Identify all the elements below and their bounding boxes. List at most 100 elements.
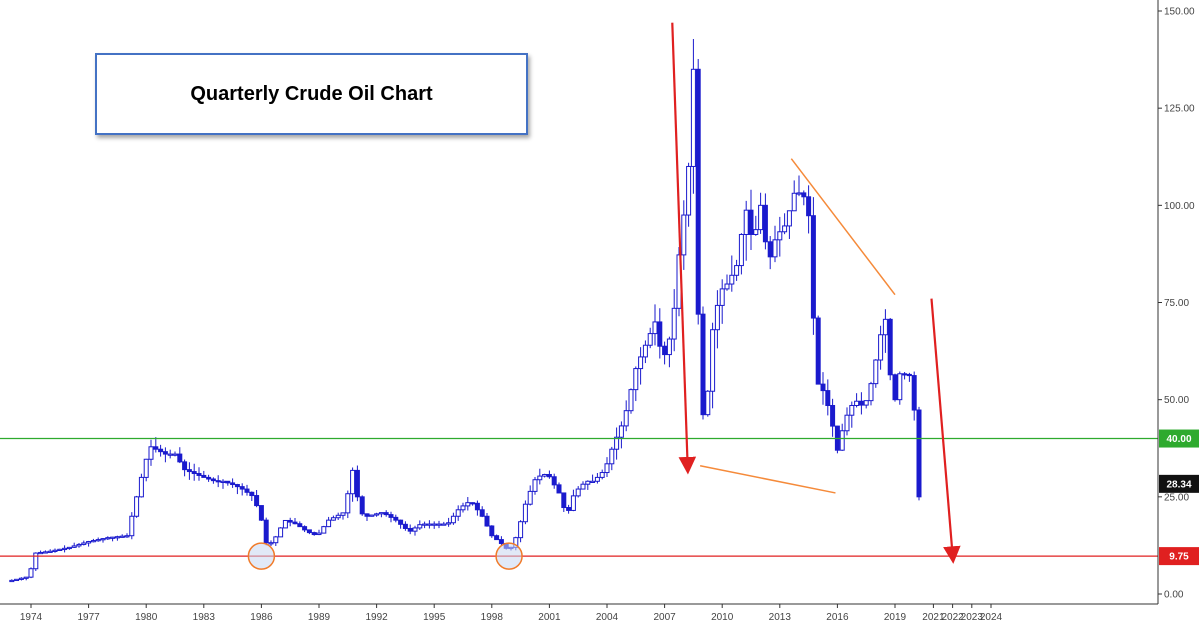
candle-body bbox=[167, 453, 173, 456]
candle-body bbox=[522, 503, 528, 523]
candle-body bbox=[436, 523, 442, 526]
candle-body bbox=[446, 522, 452, 525]
candle-body bbox=[426, 523, 432, 526]
candle-body bbox=[498, 539, 504, 544]
candle-body bbox=[830, 404, 836, 427]
candle-body bbox=[441, 523, 447, 526]
candle-body bbox=[278, 527, 284, 538]
candle-body bbox=[666, 338, 672, 356]
candle-body bbox=[796, 192, 802, 195]
candle-body bbox=[465, 502, 471, 507]
candle-body bbox=[614, 436, 620, 450]
x-tick-label: 2024 bbox=[980, 612, 1003, 623]
candle-body bbox=[652, 321, 658, 335]
y-tick-label: 125.00 bbox=[1164, 104, 1195, 115]
trend-line bbox=[790, 158, 896, 296]
candle-body bbox=[302, 526, 308, 531]
candle-body bbox=[393, 516, 399, 521]
candle-body bbox=[714, 304, 720, 331]
candle-body bbox=[858, 400, 864, 406]
candle-body bbox=[460, 505, 466, 511]
candle-body bbox=[777, 231, 783, 241]
candle-body bbox=[354, 469, 360, 498]
x-tick-label: 1983 bbox=[193, 612, 216, 623]
candle-body bbox=[647, 333, 653, 346]
candle-body bbox=[162, 451, 168, 455]
y-tick-label: 0.00 bbox=[1164, 590, 1184, 601]
candle-body bbox=[705, 390, 711, 416]
candle-body bbox=[18, 577, 24, 580]
candle-body bbox=[719, 288, 725, 306]
y-tick-label: 25.00 bbox=[1164, 492, 1189, 503]
candle-body bbox=[23, 576, 29, 579]
candle-body bbox=[474, 502, 480, 511]
candle-body bbox=[729, 274, 735, 285]
candle-body bbox=[206, 476, 212, 480]
candle-body bbox=[700, 313, 706, 416]
candle-body bbox=[609, 448, 615, 465]
candle-body bbox=[806, 196, 812, 217]
candle-body bbox=[287, 519, 293, 523]
candle-body bbox=[254, 495, 260, 507]
x-tick-label: 1974 bbox=[20, 612, 43, 623]
candle-body bbox=[854, 400, 860, 406]
candle-body bbox=[52, 549, 58, 552]
candle-body bbox=[210, 478, 216, 482]
candle-body bbox=[230, 482, 236, 486]
candle-body bbox=[791, 192, 797, 212]
candle-body bbox=[268, 542, 274, 545]
candle-body bbox=[398, 519, 404, 525]
candle-body bbox=[234, 484, 240, 488]
candle-body bbox=[86, 541, 92, 544]
candle-body bbox=[849, 404, 855, 416]
candle-body bbox=[186, 469, 192, 473]
candle-body bbox=[119, 535, 125, 538]
candle-body bbox=[143, 458, 149, 478]
candle-body bbox=[911, 375, 917, 411]
x-tick-label: 1977 bbox=[77, 612, 100, 623]
x-tick-label: 1980 bbox=[135, 612, 158, 623]
candle-body bbox=[527, 490, 533, 505]
candle-body bbox=[546, 473, 552, 478]
x-tick-label: 2021 bbox=[922, 612, 945, 623]
candle-body bbox=[345, 493, 351, 514]
highlight-circle bbox=[495, 542, 523, 570]
candle-body bbox=[364, 513, 370, 517]
candle-body bbox=[306, 529, 312, 534]
candle-body bbox=[863, 400, 869, 406]
candle-body bbox=[9, 579, 15, 583]
candle-body bbox=[686, 165, 692, 216]
x-tick-label: 1986 bbox=[250, 612, 273, 623]
candle-body bbox=[566, 507, 572, 511]
candle-body bbox=[388, 514, 394, 518]
annotations bbox=[247, 22, 961, 570]
candle-body bbox=[537, 475, 543, 481]
x-tick-label: 1998 bbox=[481, 612, 504, 623]
candle-body bbox=[450, 515, 456, 524]
level-badge-label: 40.00 bbox=[1166, 434, 1191, 445]
x-tick-label: 2019 bbox=[884, 612, 907, 623]
candle-body bbox=[844, 414, 850, 432]
candle-body bbox=[623, 410, 629, 427]
x-tick-label: 2004 bbox=[596, 612, 619, 623]
trend-line bbox=[699, 465, 836, 494]
candle-body bbox=[431, 523, 437, 526]
candle-body bbox=[42, 551, 48, 554]
candle-body bbox=[90, 540, 96, 543]
candle-body bbox=[743, 209, 749, 235]
x-tick-label: 2022 bbox=[941, 612, 964, 623]
candle-body bbox=[412, 527, 418, 532]
chart-title: Quarterly Crude Oil Chart bbox=[190, 82, 433, 105]
trend-arrow bbox=[930, 298, 961, 564]
candle-body bbox=[782, 225, 788, 233]
candle-body bbox=[738, 233, 744, 267]
candle-body bbox=[105, 537, 111, 540]
candle-body bbox=[33, 552, 39, 570]
candle-body bbox=[662, 345, 668, 356]
candle-body bbox=[839, 430, 845, 451]
candle-body bbox=[604, 463, 610, 474]
candle-body bbox=[633, 368, 639, 391]
candle-body bbox=[335, 514, 341, 519]
